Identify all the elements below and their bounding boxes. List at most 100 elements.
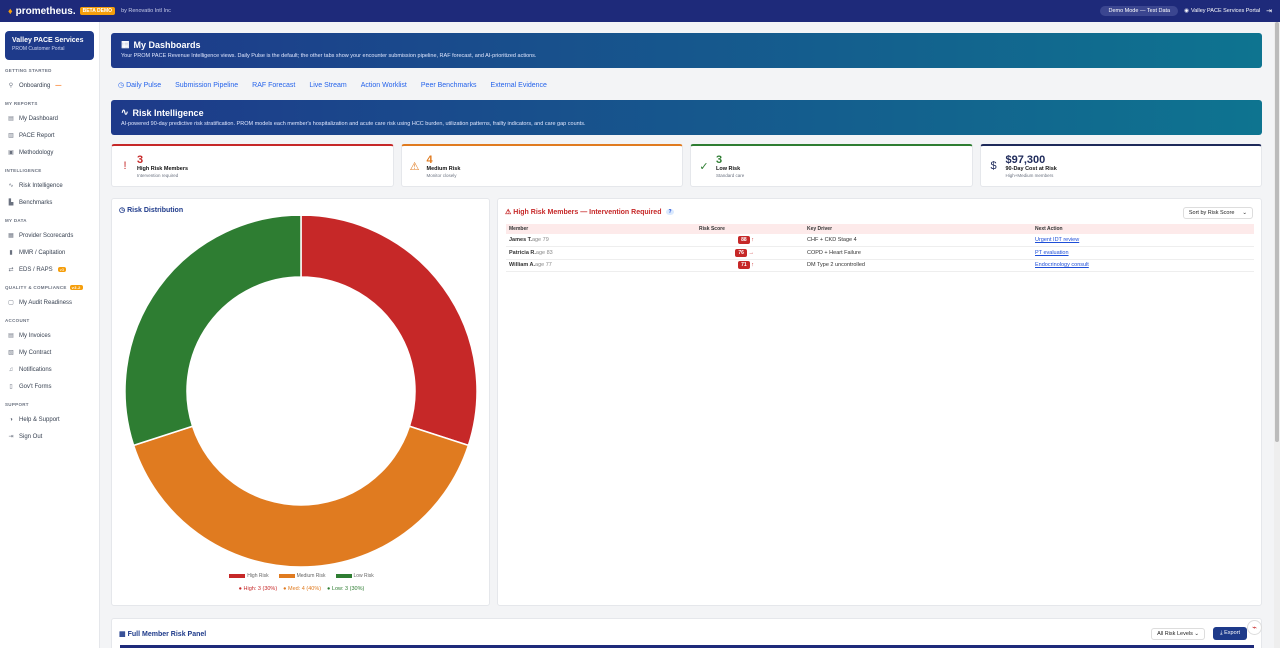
summary-item: ● High: 3 (30%) [238,586,278,592]
stat-label: Medium Risk [426,166,461,172]
key-driver: COPD + Heart Failure [804,246,1032,260]
risk-level-select[interactable]: All Risk Levels ⌄ [1151,628,1205,640]
trend-icon: → [748,249,755,256]
tab-submission-pipeline[interactable]: Submission Pipeline [175,81,239,89]
legend-item[interactable]: Low Risk [335,573,374,579]
risk-distribution-panel: ◷ Risk Distribution High Risk Medium Risk L… [111,198,490,606]
sidebar-item-risk-intelligence[interactable]: ∿ Risk Intelligence [8,182,63,190]
full-panel-title: Full Member Risk Panel [127,630,207,638]
tab-live-stream[interactable]: Live Stream [309,81,347,89]
tab-peer-benchmarks[interactable]: Peer Benchmarks [420,81,477,89]
member-name: James T. [509,237,532,243]
tab-action-worklist[interactable]: Action Worklist [360,81,407,89]
member-name: William A. [509,262,536,269]
chart-icon: ▮ [9,250,13,256]
sidebar-item-onboarding[interactable]: ⚲ Onboarding — [8,82,62,90]
legend-swatch [278,574,295,578]
book-icon: ▣ [8,150,14,156]
scrollbar[interactable] [1274,22,1280,648]
stat-card: $ $97,300 90-Day Cost at Risk High+Medium m… [979,144,1262,187]
sidebar-item-eds-raps[interactable]: ⇄ EDS / RAPS v3 [8,266,66,273]
column-header: Risk Score [696,224,804,234]
info-icon[interactable]: ? [666,209,674,215]
scrollbar-thumb[interactable] [1275,22,1279,442]
sidebar-item-help-support[interactable]: ◑ Help & Support [9,416,60,423]
version-tag: v3.2 [69,285,83,290]
pdf-icon[interactable]: ⌁ [1247,620,1262,635]
sidebar-section-title: SUPPORT [5,402,29,407]
sidebar-item-notifications[interactable]: ♫ Notifications [8,366,52,373]
sidebar-item-gov-t-forms[interactable]: ▯ Gov't Forms [9,383,52,391]
sidebar-item-my-audit-readiness[interactable]: ▢ My Audit Readiness [8,299,73,307]
main-content: ▦ My Dashboards Your PROM PACE Revenue In… [111,33,1262,648]
exit-icon[interactable]: ⇥ [1266,8,1272,15]
stat-label: Low Risk [716,166,741,172]
chart-summary: ● High: 3 (30%) ● Med: 4 (40%) ● Low: 3 (3… [112,586,491,592]
sidebar-item-my-invoices[interactable]: ▤ My Invoices [8,332,51,340]
dashboard-banner: ▦ My Dashboards Your PROM PACE Revenue In… [111,33,1262,68]
stat-cards: ! 3 High Risk Members Intervention required… [111,144,1262,187]
stat-icon: ! [123,160,127,172]
sidebar-section-title: ACCOUNT [5,318,30,323]
stat-subtitle: Intervention required [137,173,179,178]
tab-external-evidence[interactable]: External Evidence [490,81,547,89]
high-risk-title: High Risk Members — Intervention Require… [513,208,662,216]
clipboard-icon: ▢ [8,300,14,306]
donut-slice-high-risk[interactable] [300,216,478,447]
member-age: age 79 [531,237,549,243]
risk-score-badge: 71 [738,261,750,270]
risk-title: Risk Intelligence [132,107,204,118]
user-icon: ◉ [1184,8,1189,14]
org-subtitle: PROM Customer Portal [12,46,65,52]
full-member-risk-panel: ▦ Full Member Risk Panel All Risk Levels … [111,618,1262,648]
table-row[interactable]: Patricia R.age 83 76 → COPD + Heart Failur… [506,246,1254,260]
table-row[interactable]: William A.age 77 71 ↑ DM Type 2 uncontroll… [506,259,1254,272]
legend-item[interactable]: High Risk [229,573,269,579]
sidebar-section-title: GETTING STARTED [5,68,52,73]
chart-legend: High Risk Medium Risk Low Risk [112,573,491,579]
sidebar: Valley PACE Services PROM Customer Porta… [0,22,100,648]
export-button[interactable]: ⤓ Export [1213,627,1247,640]
table-row[interactable]: James T.age 79 88 ↑ CHF + CKD Stage 4 Urgen… [506,234,1254,247]
table-icon: ▦ [119,631,126,638]
demo-mode-pill[interactable]: Demo Mode — Test Data [1100,6,1179,16]
sort-select[interactable]: Sort by Risk Score ⌄ [1182,207,1253,219]
sidebar-section-title: QUALITY & COMPLIANCE v3.2 [5,285,83,290]
transfer-icon: ⇄ [8,267,14,273]
donut-slice-medium-risk[interactable] [132,425,470,568]
tab-raf-forecast[interactable]: RAF Forecast [252,81,296,89]
sidebar-item-mmr-capitation[interactable]: ▮ MMR / Capitation [9,249,66,257]
tab-daily-pulse[interactable]: ◷ Daily Pulse [118,81,162,90]
dashboard-icon: ▤ [8,116,14,122]
donut-slice-low-risk[interactable] [124,216,302,447]
clock-icon: ◷ [119,207,126,214]
stat-card: ⚠ 4 Medium Risk Monitor closely [400,144,683,187]
sidebar-item-benchmarks[interactable]: ▙ Benchmarks [8,199,53,207]
next-action-link[interactable]: Urgent IDT review [1035,237,1080,243]
sidebar-item-sign-out[interactable]: ⇥ Sign Out [8,433,43,441]
sidebar-item-my-dashboard[interactable]: ▤ My Dashboard [8,115,59,123]
high-risk-panel: ⚠ High Risk Members — Intervention Requir… [497,198,1262,606]
sidebar-item-my-contract[interactable]: ▧ My Contract [8,349,52,357]
sidebar-section-title: INTELLIGENCE [5,168,42,173]
sidebar-item-methodology[interactable]: ▣ Methodology [8,149,54,157]
member-name: Patricia R. [509,249,536,256]
next-action-link[interactable]: Endocrinology consult [1035,262,1089,269]
sidebar-item-pace-report[interactable]: ▥ PACE Report [8,132,55,140]
portal-link[interactable]: ◉ Valley PACE Services Portal [1184,8,1261,14]
logo[interactable]: ♦ prometheus. [8,5,76,17]
legend-swatch [229,574,246,578]
stat-subtitle: Standard care [716,173,745,178]
org-card[interactable]: Valley PACE Services PROM Customer Porta… [5,31,94,60]
summary-item: ● Low: 3 (30%) [327,586,365,592]
sidebar-item-provider-scorecards[interactable]: ▦ Provider Scorecards [8,232,74,240]
stat-subtitle: High+Medium members [1005,173,1054,178]
next-action-link[interactable]: PT evaluation [1035,249,1069,256]
stat-value: $97,300 [1005,154,1046,166]
legend-item[interactable]: Medium Risk [278,573,326,579]
page-title: My Dashboards [133,39,201,50]
table-header-strip [120,645,1254,648]
chevron-down-icon: ⌄ [1242,210,1247,216]
member-age: age 77 [535,262,552,269]
risk-banner: ∿ Risk Intelligence AI-powered 90-day pre… [111,100,1262,135]
